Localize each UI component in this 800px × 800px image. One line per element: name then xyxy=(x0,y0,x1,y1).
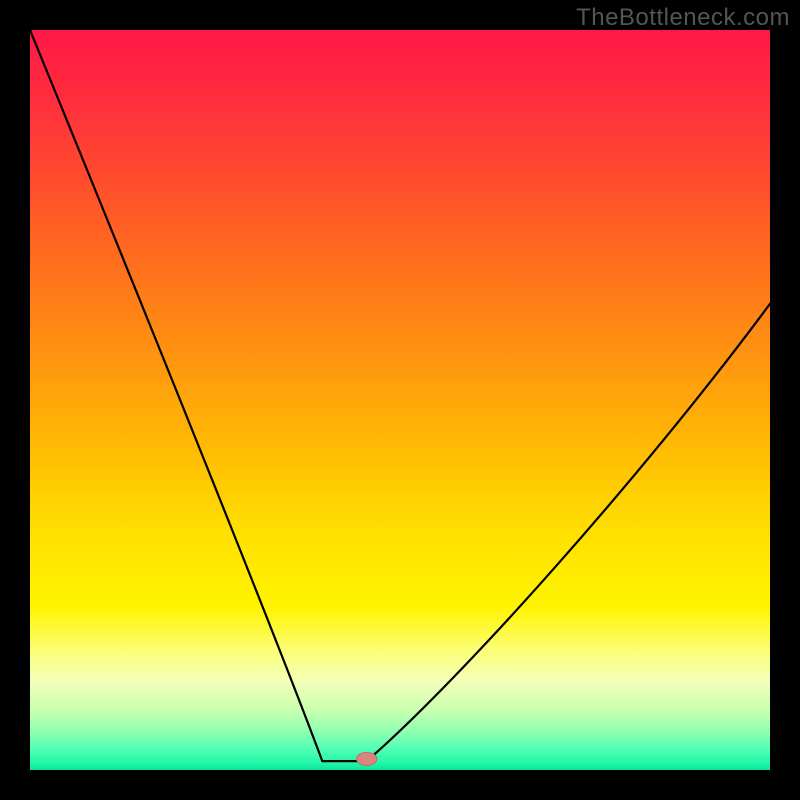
watermark-text: TheBottleneck.com xyxy=(576,4,790,32)
bottleneck-curve-chart xyxy=(30,30,770,770)
chart-container: TheBottleneck.com xyxy=(0,0,800,800)
gradient-background xyxy=(30,30,770,770)
optimal-point-marker xyxy=(356,752,377,765)
plot-area xyxy=(30,30,770,770)
